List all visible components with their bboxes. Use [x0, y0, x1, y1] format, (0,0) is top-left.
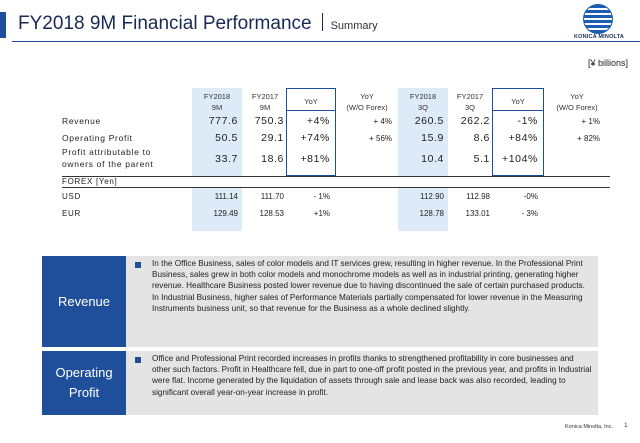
operating-profit-panel-text: Office and Professional Print recorded i… — [152, 354, 592, 397]
footer-company: Konica Minolta, Inc. — [565, 424, 613, 430]
shade-fy2018-9m — [192, 88, 242, 176]
revenue-panel-body: In the Office Business, sales of color m… — [126, 256, 598, 347]
title-accent-bar — [0, 12, 6, 38]
table-cell: - 1% — [313, 192, 330, 201]
table-cell: -0% — [523, 192, 538, 201]
table-cell: -1% — [517, 115, 538, 127]
col-header: FY2018 3Q — [409, 92, 437, 112]
title-bar: FY2018 9M Financial Performance Summary — [0, 0, 640, 44]
title-separator — [321, 13, 323, 31]
forex-header-line — [62, 187, 610, 188]
operating-profit-panel-title-text: Operating Profit — [55, 365, 113, 400]
col-header: FY2018 9M — [203, 92, 231, 112]
bullet-square-icon — [135, 357, 141, 363]
table-cell: 10.4 — [421, 153, 444, 165]
table-separator — [62, 176, 610, 177]
shade-forex-9m — [192, 187, 242, 231]
table-cell: 777.6 — [208, 115, 238, 127]
table-cell: + 56% — [369, 134, 392, 143]
table-cell: 750.3 — [254, 115, 284, 127]
table-cell: +84% — [508, 132, 538, 144]
company-logo: KONICA MINOLTA — [570, 4, 628, 42]
page-subtitle: Summary — [330, 20, 378, 32]
shade-forex-3q — [398, 187, 448, 231]
row-label-profit-attributable: Profit attributable to owners of the pare… — [62, 147, 154, 169]
table-cell: 18.6 — [261, 153, 284, 165]
col-header: YoY (W/O Forex) — [556, 92, 598, 112]
table-cell: + 4% — [373, 117, 392, 126]
table-cell: 262.2 — [460, 115, 490, 127]
table-cell: 5.1 — [473, 153, 490, 165]
table-cell: 8.6 — [473, 132, 490, 144]
table-cell: - 3% — [521, 209, 538, 218]
table-cell: 133.01 — [465, 209, 490, 218]
col-header: FY2017 9M — [251, 92, 279, 112]
row-label-revenue: Revenue — [62, 116, 101, 126]
table-cell: 29.1 — [261, 132, 284, 144]
table-cell: 33.7 — [215, 153, 238, 165]
page-number: 1 — [624, 422, 628, 429]
table-cell: + 1% — [581, 117, 600, 126]
page-title: FY2018 9M Financial Performance Summary — [18, 13, 378, 35]
table-cell: 111.70 — [260, 192, 284, 201]
table-cell: 50.5 — [215, 132, 238, 144]
table-cell: 111.14 — [214, 192, 238, 201]
table-cell: +1% — [313, 209, 330, 218]
logo-text: KONICA MINOLTA — [573, 34, 625, 40]
yoy-3q-header-line — [492, 110, 544, 111]
col-header: YoY — [304, 97, 318, 106]
title-underline — [12, 41, 640, 42]
yoy-3q-box — [492, 88, 544, 176]
operating-profit-panel-title: Operating Profit — [42, 351, 126, 415]
table-cell: + 82% — [577, 134, 600, 143]
table-cell: 112.98 — [466, 192, 490, 201]
globe-icon — [583, 4, 613, 34]
table-cell: 128.78 — [419, 209, 444, 218]
bullet-square-icon — [135, 262, 141, 268]
table-cell: 15.9 — [421, 132, 444, 144]
revenue-panel-title-text: Revenue — [57, 293, 111, 309]
table-cell: 112.90 — [420, 192, 444, 201]
table-cell: +104% — [502, 153, 538, 165]
forex-title: FOREX [Yen] — [62, 177, 118, 186]
forex-label-eur: EUR — [62, 209, 81, 218]
col-header: YoY — [511, 97, 525, 106]
table-cell: 128.53 — [259, 209, 284, 218]
table-cell: +81% — [300, 153, 330, 165]
row-label-operating-profit: Operating Profit — [62, 133, 133, 143]
revenue-panel-text: In the Office Business, sales of color m… — [152, 259, 585, 313]
table-cell: +74% — [300, 132, 330, 144]
operating-profit-panel-body: Office and Professional Print recorded i… — [126, 351, 598, 415]
table-cell: 260.5 — [414, 115, 444, 127]
page-title-text: FY2018 9M Financial Performance — [18, 13, 312, 34]
shade-fy2018-3q — [398, 88, 448, 176]
revenue-panel-title: Revenue — [42, 256, 126, 347]
units-label: [¥ billions] — [587, 58, 628, 68]
forex-label-usd: USD — [62, 192, 81, 201]
yoy-9m-header-line — [286, 110, 336, 111]
yoy-9m-box — [286, 88, 336, 176]
col-header: FY2017 3Q — [456, 92, 484, 112]
col-header: YoY (W/O Forex) — [346, 92, 388, 112]
table-cell: +4% — [306, 115, 330, 127]
table-cell: 129.49 — [213, 209, 238, 218]
